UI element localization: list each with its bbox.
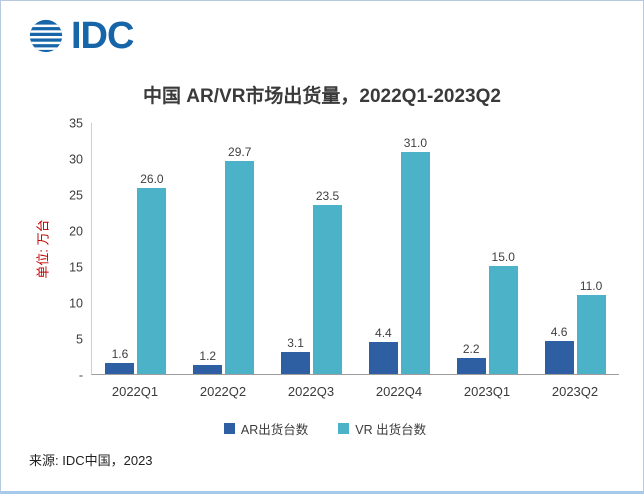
ar-bar — [456, 358, 486, 374]
legend-item: AR出货台数 — [223, 419, 309, 438]
x-category-label: 2022Q3 — [287, 384, 335, 399]
bar-value-label: 15.0 — [491, 250, 515, 265]
legend-swatch — [223, 423, 235, 434]
bar-value-label: 31.0 — [403, 135, 428, 150]
y-axis-title: 单位: 万台 — [35, 219, 51, 279]
y-tick-label: 20 — [69, 223, 83, 238]
y-tick-label: 10 — [69, 295, 83, 310]
legend-item: VR 出货台数 — [338, 419, 426, 438]
vr-bar — [137, 187, 167, 374]
y-tick-label: 5 — [76, 331, 83, 346]
bar-column: 11.0 — [576, 123, 606, 374]
x-category-label: 2022Q4 — [375, 384, 423, 399]
bar-value-label: 4.6 — [550, 325, 568, 340]
bar-value-label: 2.2 — [462, 342, 480, 357]
y-tick-label: 30 — [69, 151, 83, 166]
bar-value-label: 26.0 — [140, 171, 164, 186]
bar-column: 1.6 — [105, 123, 135, 374]
idc-logo-text: IDC — [71, 15, 134, 57]
ar-bar — [368, 342, 398, 374]
x-axis-labels: 2022Q1 2022Q2 2022Q3 2022Q4 2023Q1 2023Q2 — [91, 384, 619, 399]
bar-column: 29.7 — [225, 123, 255, 374]
vr-bar — [313, 205, 343, 374]
bar-column: 4.4 — [368, 123, 398, 374]
y-axis-title-wrap: 单位: 万台 — [31, 123, 53, 375]
bar-column: 2.2 — [456, 123, 486, 374]
bar-value-label: 29.7 — [228, 145, 252, 160]
legend: AR出货台数 VR 出货台数 — [31, 419, 619, 438]
x-category-label: 2022Q2 — [199, 384, 247, 399]
ar-bar — [544, 341, 574, 374]
legend-label: VR 出货台数 — [355, 423, 427, 437]
bar-group: 4.4 31.0 — [355, 123, 443, 374]
bar-value-label: 1.6 — [111, 346, 129, 361]
vr-bar — [400, 151, 430, 374]
vr-bar — [488, 266, 518, 374]
plot-area: 1.6 26.0 1.2 29.7 3.1 23.5 4.4 31.0 2.2 15.0 4.6 11… — [91, 123, 619, 375]
legend-label: AR出货台数 — [240, 423, 309, 437]
bar-group: 4.6 11.0 — [531, 123, 619, 374]
bar-value-label: 4.4 — [375, 326, 392, 341]
ar-bar — [281, 351, 311, 374]
x-category-label: 2023Q2 — [551, 384, 599, 399]
source-note: 来源: IDC中国，2023 — [29, 453, 153, 468]
ar-bar — [105, 362, 135, 374]
bar-column: 31.0 — [400, 123, 430, 374]
bar-column: 15.0 — [488, 123, 518, 374]
idc-logo: IDC — [27, 15, 134, 57]
vr-bar — [225, 161, 255, 374]
bar-value-label: 23.5 — [315, 189, 340, 204]
chart-title: 中国 AR/VR市场出货量，2022Q1-2023Q2 — [143, 86, 501, 107]
bar-group: 1.6 26.0 — [92, 123, 180, 374]
bar-value-label: 1.2 — [199, 349, 217, 364]
y-tick-label: 35 — [69, 115, 83, 130]
bar-group: 2.2 15.0 — [443, 123, 531, 374]
bar-column: 26.0 — [137, 123, 167, 374]
bar-column: 23.5 — [313, 123, 343, 374]
y-axis-ticks: 35 30 25 20 15 10 5 - — [53, 117, 91, 381]
idc-globe-icon — [27, 17, 65, 55]
y-tick-label: 25 — [69, 187, 83, 202]
legend-swatch — [338, 423, 350, 434]
bar-chart: 单位: 万台 35 30 25 20 15 10 5 - 1.6 26.0 1.2 29.7 3.1 2… — [31, 117, 619, 438]
y-tick-label: 15 — [69, 259, 83, 274]
bar-column: 1.2 — [193, 123, 223, 374]
bar-column: 3.1 — [281, 123, 311, 374]
bar-value-label: 3.1 — [287, 335, 304, 350]
y-tick-label: - — [78, 367, 83, 382]
ar-bar — [193, 365, 223, 374]
x-category-label: 2022Q1 — [111, 384, 159, 399]
bar-column: 4.6 — [544, 123, 574, 374]
vr-bar — [576, 295, 606, 374]
bar-value-label: 11.0 — [579, 279, 603, 294]
x-category-label: 2023Q1 — [463, 384, 511, 399]
bar-group: 3.1 23.5 — [268, 123, 356, 374]
bar-group: 1.2 29.7 — [180, 123, 268, 374]
